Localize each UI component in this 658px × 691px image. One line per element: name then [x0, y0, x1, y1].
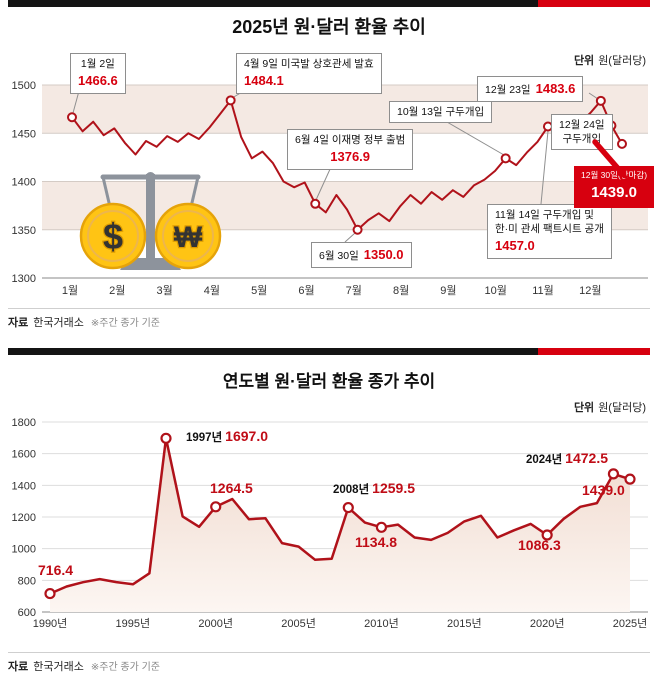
- data-point: [500, 153, 511, 164]
- chart1-unit: 단위 원(달러당): [574, 52, 646, 68]
- leader-line: [588, 92, 599, 100]
- chart1-title: 2025년 원·달러 환율 추이: [232, 17, 426, 37]
- data-point: [375, 521, 388, 533]
- x-axis-label: 1990년: [33, 617, 68, 630]
- chart2-unit: 단위 원(달러당): [574, 399, 646, 415]
- y-axis-label: 1300: [12, 273, 36, 285]
- leader-line: [315, 166, 332, 201]
- y-axis-label: 1200: [12, 512, 36, 524]
- x-axis-label: 1월: [62, 284, 78, 297]
- x-axis-label: 2015년: [447, 617, 482, 630]
- y-axis-label: 1800: [12, 417, 36, 429]
- data-point: [160, 432, 172, 444]
- x-axis-label: 9월: [440, 284, 456, 297]
- rate-area-fill: [50, 438, 630, 612]
- x-axis-label: 6월: [298, 284, 314, 297]
- data-point: [595, 95, 606, 106]
- top-accent-bar: [8, 0, 650, 7]
- scale-base: [120, 258, 181, 270]
- chart1-source-label: 자료: [8, 317, 29, 329]
- y-axis-label: 1400: [12, 177, 36, 189]
- scale-pole: [146, 174, 155, 260]
- data-point: [310, 198, 321, 209]
- chart2-source-value: 한국거래소: [33, 661, 84, 673]
- y-axis-label: 1450: [12, 128, 36, 140]
- chart1-source-divider: [8, 308, 650, 309]
- chart2-unit-label: 단위: [573, 402, 595, 414]
- chart1-unit-label: 단위: [573, 55, 595, 67]
- data-point: [617, 138, 627, 149]
- rate-line-2025: [71, 99, 623, 231]
- data-point: [542, 121, 553, 132]
- leader-line: [540, 130, 549, 205]
- rate-line-yearly: [49, 437, 631, 595]
- data-point: [607, 468, 620, 480]
- x-axis-label: 8월: [393, 284, 409, 297]
- data-point: [541, 529, 553, 541]
- chart2-source-label: 자료: [8, 661, 29, 673]
- x-axis-label: 3월: [156, 284, 172, 297]
- band-row: [42, 85, 648, 134]
- chart2-title: 연도별 원·달러 환율 종가 추이: [222, 372, 436, 391]
- chart2-source-divider: [8, 652, 650, 653]
- x-axis-label: 2020년: [530, 617, 565, 630]
- x-axis-label: 2005년: [281, 617, 316, 630]
- top-accent-bar-red: [538, 0, 650, 7]
- data-point: [624, 473, 636, 485]
- data-point: [606, 120, 617, 131]
- scale-pivot: [145, 172, 156, 182]
- chart1-source-value: 한국거래소: [33, 317, 84, 329]
- middle-accent-bar: [8, 348, 650, 355]
- x-axis-label: 4월: [204, 284, 220, 297]
- leader-line: [446, 121, 505, 156]
- chart1-canvas: 1500 1450 1400 1350 1300 1월 2월 3월 4월 5월 6월 7월 8월 9월 10…: [12, 80, 648, 297]
- x-axis-label: 2025년: [613, 617, 648, 630]
- y-axis-label: 1400: [12, 480, 36, 492]
- scale-hanger-left: [101, 176, 112, 208]
- data-point: [44, 587, 56, 600]
- y-axis-label: 1600: [12, 449, 36, 461]
- chart2-unit-value: 원(달러당): [598, 402, 646, 414]
- y-axis-label: 800: [18, 575, 36, 587]
- chart2-source-note: ※주간 종가 기준: [90, 662, 160, 673]
- x-axis-label: 7월: [346, 284, 362, 297]
- data-point: [210, 501, 222, 513]
- dollar-coin-icon: $: [79, 202, 147, 270]
- data-point: [352, 224, 363, 235]
- data-point: [342, 501, 354, 514]
- scale-hanger-right: [189, 176, 200, 208]
- leader-line: [72, 90, 80, 114]
- x-axis-label: 10월: [485, 284, 507, 297]
- leader-line: [344, 232, 356, 243]
- x-axis-label: 2010년: [364, 617, 399, 630]
- chart1-unit-value: 원(달러당): [598, 55, 646, 67]
- x-axis-label: 1995년: [116, 617, 151, 630]
- balance-scale-icon: $ ₩: [79, 172, 222, 270]
- chart1-source-note: ※주간 종가 기준: [90, 318, 160, 329]
- y-axis-label: 1000: [12, 544, 36, 556]
- y-axis-label: 1350: [12, 225, 36, 237]
- won-symbol: ₩: [174, 221, 203, 254]
- data-point: [225, 95, 236, 106]
- x-axis-label: 2월: [109, 284, 125, 297]
- chart1-source: 자료 한국거래소 ※주간 종가 기준: [8, 314, 160, 330]
- x-axis-label: 2000년: [198, 617, 233, 630]
- x-axis-label: 5월: [251, 284, 267, 297]
- x-axis-label: 12월: [579, 284, 601, 297]
- chart2-source: 자료 한국거래소 ※주간 종가 기준: [8, 658, 160, 674]
- x-axis-label: 11월: [532, 284, 554, 297]
- won-coin-icon: ₩: [154, 202, 222, 270]
- dollar-symbol: $: [103, 216, 123, 257]
- data-point: [67, 112, 77, 123]
- y-axis-label: 1500: [12, 80, 36, 92]
- middle-accent-bar-red: [538, 348, 650, 355]
- y-axis-label: 600: [18, 607, 36, 619]
